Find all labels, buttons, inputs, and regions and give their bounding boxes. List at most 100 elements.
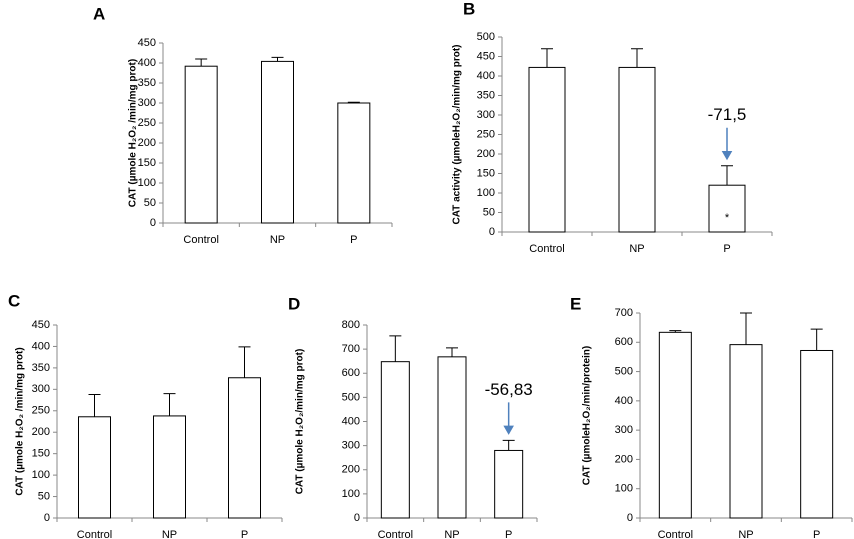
error-bar <box>502 439 515 451</box>
y-tick-label: 200 <box>477 148 495 160</box>
y-tick-label: 400 <box>615 395 633 407</box>
error-bar <box>88 393 101 417</box>
y-tick-label: 500 <box>615 365 633 377</box>
bar <box>184 65 218 224</box>
y-tick-label: 0 <box>489 226 495 238</box>
y-tick-label: 0 <box>354 512 360 524</box>
panel-label: E <box>570 294 581 313</box>
bar <box>261 60 294 224</box>
y-tick-label: 400 <box>342 415 360 427</box>
x-tick-label: P <box>813 529 820 539</box>
y-tick-label: 150 <box>138 157 156 169</box>
error-bar <box>740 312 752 345</box>
x-tick-label: Control <box>77 529 112 539</box>
significance-marker: * <box>725 212 730 224</box>
bar <box>729 344 763 519</box>
x-tick-label: P <box>241 529 248 539</box>
error-bar <box>163 393 176 416</box>
y-tick-label: 300 <box>615 424 633 436</box>
y-tick-label: 400 <box>477 70 495 82</box>
error-bar <box>721 165 733 186</box>
y-tick-label: 300 <box>477 109 495 121</box>
x-tick-label: NP <box>444 529 459 539</box>
x-tick-label: Control <box>378 529 413 539</box>
y-tick-label: 350 <box>32 362 50 374</box>
y-tick-label: 300 <box>32 383 50 395</box>
y-tick-label: 50 <box>483 206 495 218</box>
y-axis-label: CAT (µmole H₂O₂/min/mg prot) <box>295 349 306 495</box>
error-bar <box>238 346 251 378</box>
y-tick-label: 50 <box>144 197 156 209</box>
y-tick-label: 450 <box>32 319 50 331</box>
bar <box>437 356 467 519</box>
y-tick-label: 600 <box>342 367 360 379</box>
y-tick-label: 200 <box>138 137 156 149</box>
y-tick-label: 300 <box>138 97 156 109</box>
panel-label: B <box>463 0 475 18</box>
error-bar <box>631 48 643 68</box>
y-tick-label: 0 <box>44 512 50 524</box>
y-axis-label: CAT activity (µmoleH₂O₂/min/mg prot) <box>452 44 463 224</box>
error-bar <box>271 56 284 62</box>
y-tick-label: 350 <box>477 89 495 101</box>
bar <box>800 349 834 519</box>
x-tick-label: NP <box>270 234 285 246</box>
y-tick-label: 500 <box>342 391 360 403</box>
y-tick-label: 250 <box>477 128 495 140</box>
y-tick-label: 600 <box>615 336 633 348</box>
y-tick-label: 400 <box>32 340 50 352</box>
annotation: -56,83 <box>485 380 533 399</box>
y-tick-label: 100 <box>615 483 633 495</box>
x-tick-label: NP <box>738 529 753 539</box>
x-tick-label: Control <box>658 529 693 539</box>
x-tick-label: P <box>723 243 730 255</box>
x-tick-label: P <box>350 234 357 246</box>
y-tick-label: 300 <box>342 440 360 452</box>
bar <box>337 102 371 224</box>
y-axis-label: CAT (µmoleH₂O₂/min/protein) <box>582 346 593 485</box>
x-tick-label: NP <box>162 529 177 539</box>
y-axis-label: CAT (µmole H₂O₂ /min/mg prot) <box>128 59 139 207</box>
error-bar <box>446 347 458 357</box>
y-tick-label: 500 <box>477 31 495 43</box>
annotation-arrow <box>503 402 514 435</box>
bar <box>228 377 261 519</box>
annotation-arrow <box>721 127 733 161</box>
y-tick-label: 200 <box>615 453 633 465</box>
error-bar <box>541 48 553 68</box>
y-tick-label: 450 <box>477 50 495 62</box>
y-tick-label: 100 <box>32 469 50 481</box>
annotation: -71,5 <box>708 105 747 124</box>
bar <box>78 416 111 519</box>
error-bar <box>389 335 402 362</box>
y-tick-label: 200 <box>32 426 50 438</box>
bar <box>380 361 410 519</box>
y-axis-label: CAT (µmole H₂O₂ /min/mg prot) <box>15 347 26 495</box>
panel-label: D <box>288 294 300 313</box>
panel-label: C <box>8 291 20 310</box>
y-tick-label: 700 <box>615 307 633 319</box>
error-bar <box>195 58 208 67</box>
y-tick-label: 250 <box>138 117 156 129</box>
bar <box>658 331 692 519</box>
x-tick-label: Control <box>529 243 564 255</box>
bar <box>618 66 656 233</box>
error-bar <box>669 330 682 333</box>
error-bar <box>810 328 823 351</box>
y-tick-label: 50 <box>38 490 50 502</box>
x-tick-label: NP <box>629 243 644 255</box>
y-tick-label: 250 <box>32 405 50 417</box>
error-bar <box>347 101 360 103</box>
bar <box>708 184 746 233</box>
y-tick-label: 800 <box>342 319 360 331</box>
y-tick-label: 450 <box>138 37 156 49</box>
y-tick-label: 200 <box>342 464 360 476</box>
y-tick-label: 400 <box>138 57 156 69</box>
y-tick-label: 700 <box>342 343 360 355</box>
y-tick-label: 100 <box>477 187 495 199</box>
y-tick-label: 0 <box>150 217 156 229</box>
x-tick-label: Control <box>183 234 218 246</box>
y-tick-label: 100 <box>138 177 156 189</box>
x-tick-label: P <box>505 529 512 539</box>
